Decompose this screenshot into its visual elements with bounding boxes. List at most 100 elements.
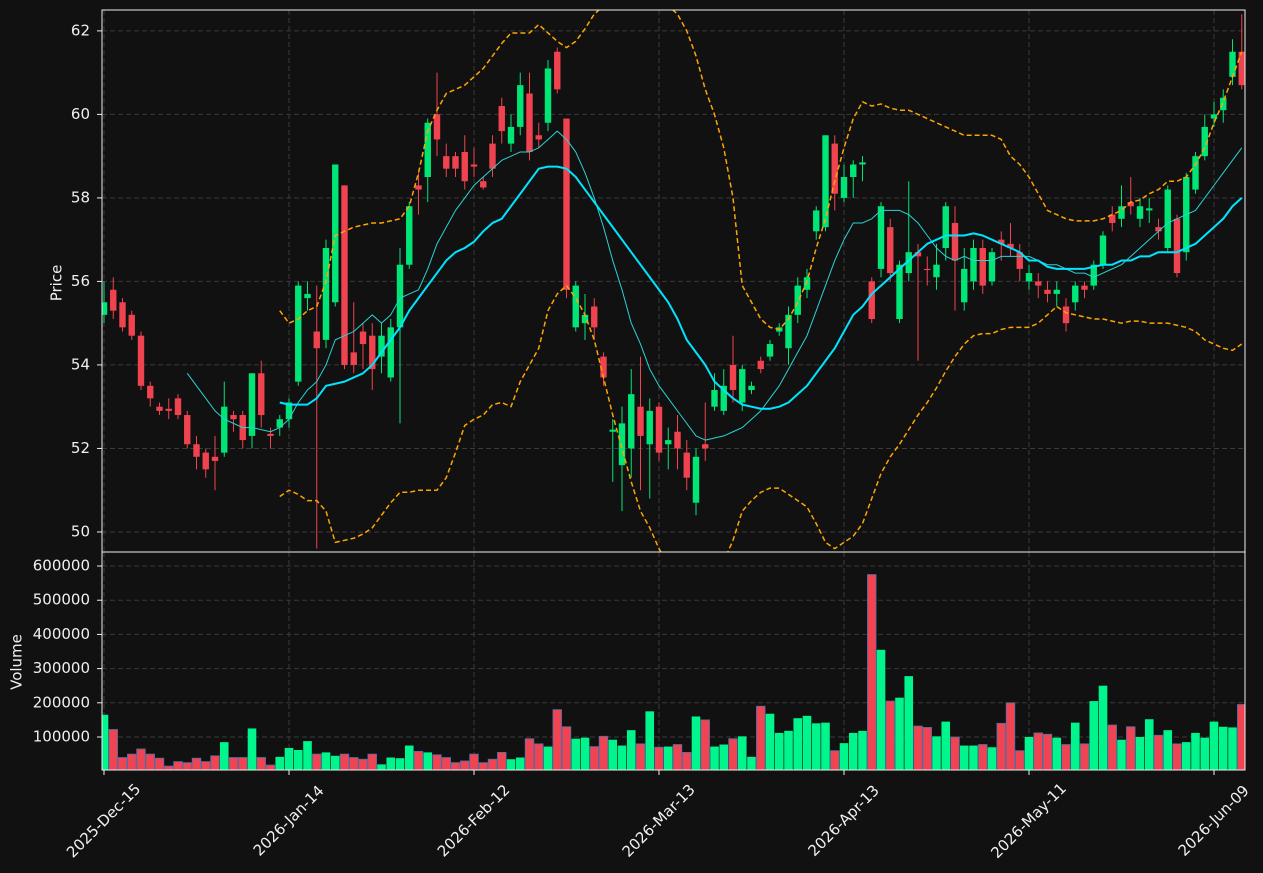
- volume-bar: [811, 723, 821, 770]
- volume-bar: [506, 759, 516, 770]
- candle-body: [341, 185, 348, 365]
- volume-bar: [959, 745, 969, 770]
- volume-bar: [830, 750, 840, 770]
- candle-body: [600, 356, 607, 378]
- volume-bar: [358, 758, 368, 770]
- volume-bar: [386, 757, 396, 770]
- volume-bar: [645, 711, 655, 770]
- candle-body: [1099, 235, 1107, 265]
- volume-bar: [543, 746, 553, 770]
- volume-bar: [635, 743, 646, 770]
- y-tick-label: 500000: [33, 591, 90, 609]
- volume-bar: [969, 745, 978, 770]
- candle-body: [591, 306, 598, 328]
- volume-bar: [654, 746, 664, 770]
- volume-bar: [784, 730, 793, 770]
- y-tick-label: 50: [71, 522, 90, 540]
- candle-body: [970, 248, 977, 282]
- volume-bar: [1061, 744, 1071, 770]
- candle-body: [998, 239, 1005, 244]
- volume-bar: [904, 676, 914, 770]
- candle-body: [988, 252, 996, 282]
- volume-bar: [922, 727, 932, 770]
- volume-bar: [663, 746, 673, 770]
- volume-bar: [552, 709, 562, 770]
- candle-body: [572, 285, 579, 328]
- volume-bar: [265, 764, 276, 770]
- candle-body: [609, 429, 616, 432]
- volume-bar: [478, 762, 488, 770]
- candle-body: [896, 264, 903, 319]
- volume-bar: [571, 738, 581, 770]
- volume-bar: [469, 753, 479, 770]
- volume-bar: [848, 732, 858, 770]
- volume-bar: [561, 726, 572, 770]
- candle-body: [378, 335, 385, 357]
- candle-body: [470, 164, 478, 167]
- candle-body: [868, 281, 875, 319]
- volume-bar: [1153, 734, 1164, 770]
- candle-body: [1025, 273, 1033, 282]
- volume-bar: [413, 750, 424, 770]
- volume-bar: [367, 753, 377, 770]
- y-tick-label: 400000: [33, 625, 90, 643]
- volume-bar: [895, 697, 904, 770]
- volume-bar: [275, 756, 285, 770]
- volume-bar: [950, 736, 960, 770]
- candle-body: [674, 431, 681, 449]
- candle-body: [933, 264, 940, 278]
- volume-bar: [321, 752, 331, 770]
- volume-bar: [1089, 701, 1099, 770]
- band-line: [279, 10, 1243, 331]
- candle-body: [1062, 306, 1070, 324]
- volume-bar: [1005, 702, 1016, 770]
- candle-body: [563, 118, 570, 290]
- candle-body: [424, 122, 431, 178]
- candle-body: [1136, 206, 1144, 219]
- volume-bar: [765, 713, 775, 770]
- candle-body: [461, 151, 468, 182]
- candle-body: [692, 456, 700, 503]
- candle-body: [433, 114, 441, 140]
- volume-bar: [747, 756, 756, 770]
- candle-body: [369, 335, 376, 370]
- candle-body: [1201, 126, 1208, 157]
- candle-body: [544, 68, 552, 123]
- volume-bar: [423, 752, 433, 770]
- candle-body: [211, 456, 219, 461]
- volume-bar: [182, 762, 192, 770]
- volume-bar: [793, 718, 803, 770]
- volume-bar: [108, 729, 118, 770]
- volume-bar: [191, 757, 202, 770]
- candle-body: [248, 373, 256, 436]
- volume-bar: [136, 748, 146, 770]
- volume-bar: [238, 757, 248, 770]
- candle-body: [1118, 206, 1125, 219]
- candle-body: [748, 385, 755, 390]
- volume-bar: [867, 574, 877, 770]
- volume-bar: [293, 749, 303, 770]
- volume-bar: [941, 721, 951, 770]
- volume-bar: [1070, 722, 1080, 770]
- candle-body: [859, 162, 866, 165]
- volume-bar: [1209, 721, 1219, 770]
- candle-body: [1173, 218, 1181, 274]
- candle-body: [1127, 202, 1134, 207]
- grid: [102, 10, 1245, 770]
- candle-body: [951, 222, 959, 261]
- candle-body: [729, 364, 737, 390]
- volume-bar: [978, 744, 988, 770]
- volume-bar: [219, 742, 229, 770]
- y-tick-label: 62: [71, 21, 90, 39]
- candle-body: [924, 268, 931, 271]
- candle-body: [1109, 214, 1116, 223]
- candle-body: [665, 440, 672, 445]
- candle-body: [766, 344, 774, 357]
- volume-bar: [330, 755, 340, 770]
- y-tick-label: 300000: [33, 659, 90, 677]
- volume-bar: [515, 757, 525, 770]
- volume-bar: [802, 715, 812, 770]
- candle-body: [128, 314, 135, 336]
- y-tick-label: 100000: [33, 728, 90, 746]
- candle-body: [757, 360, 764, 370]
